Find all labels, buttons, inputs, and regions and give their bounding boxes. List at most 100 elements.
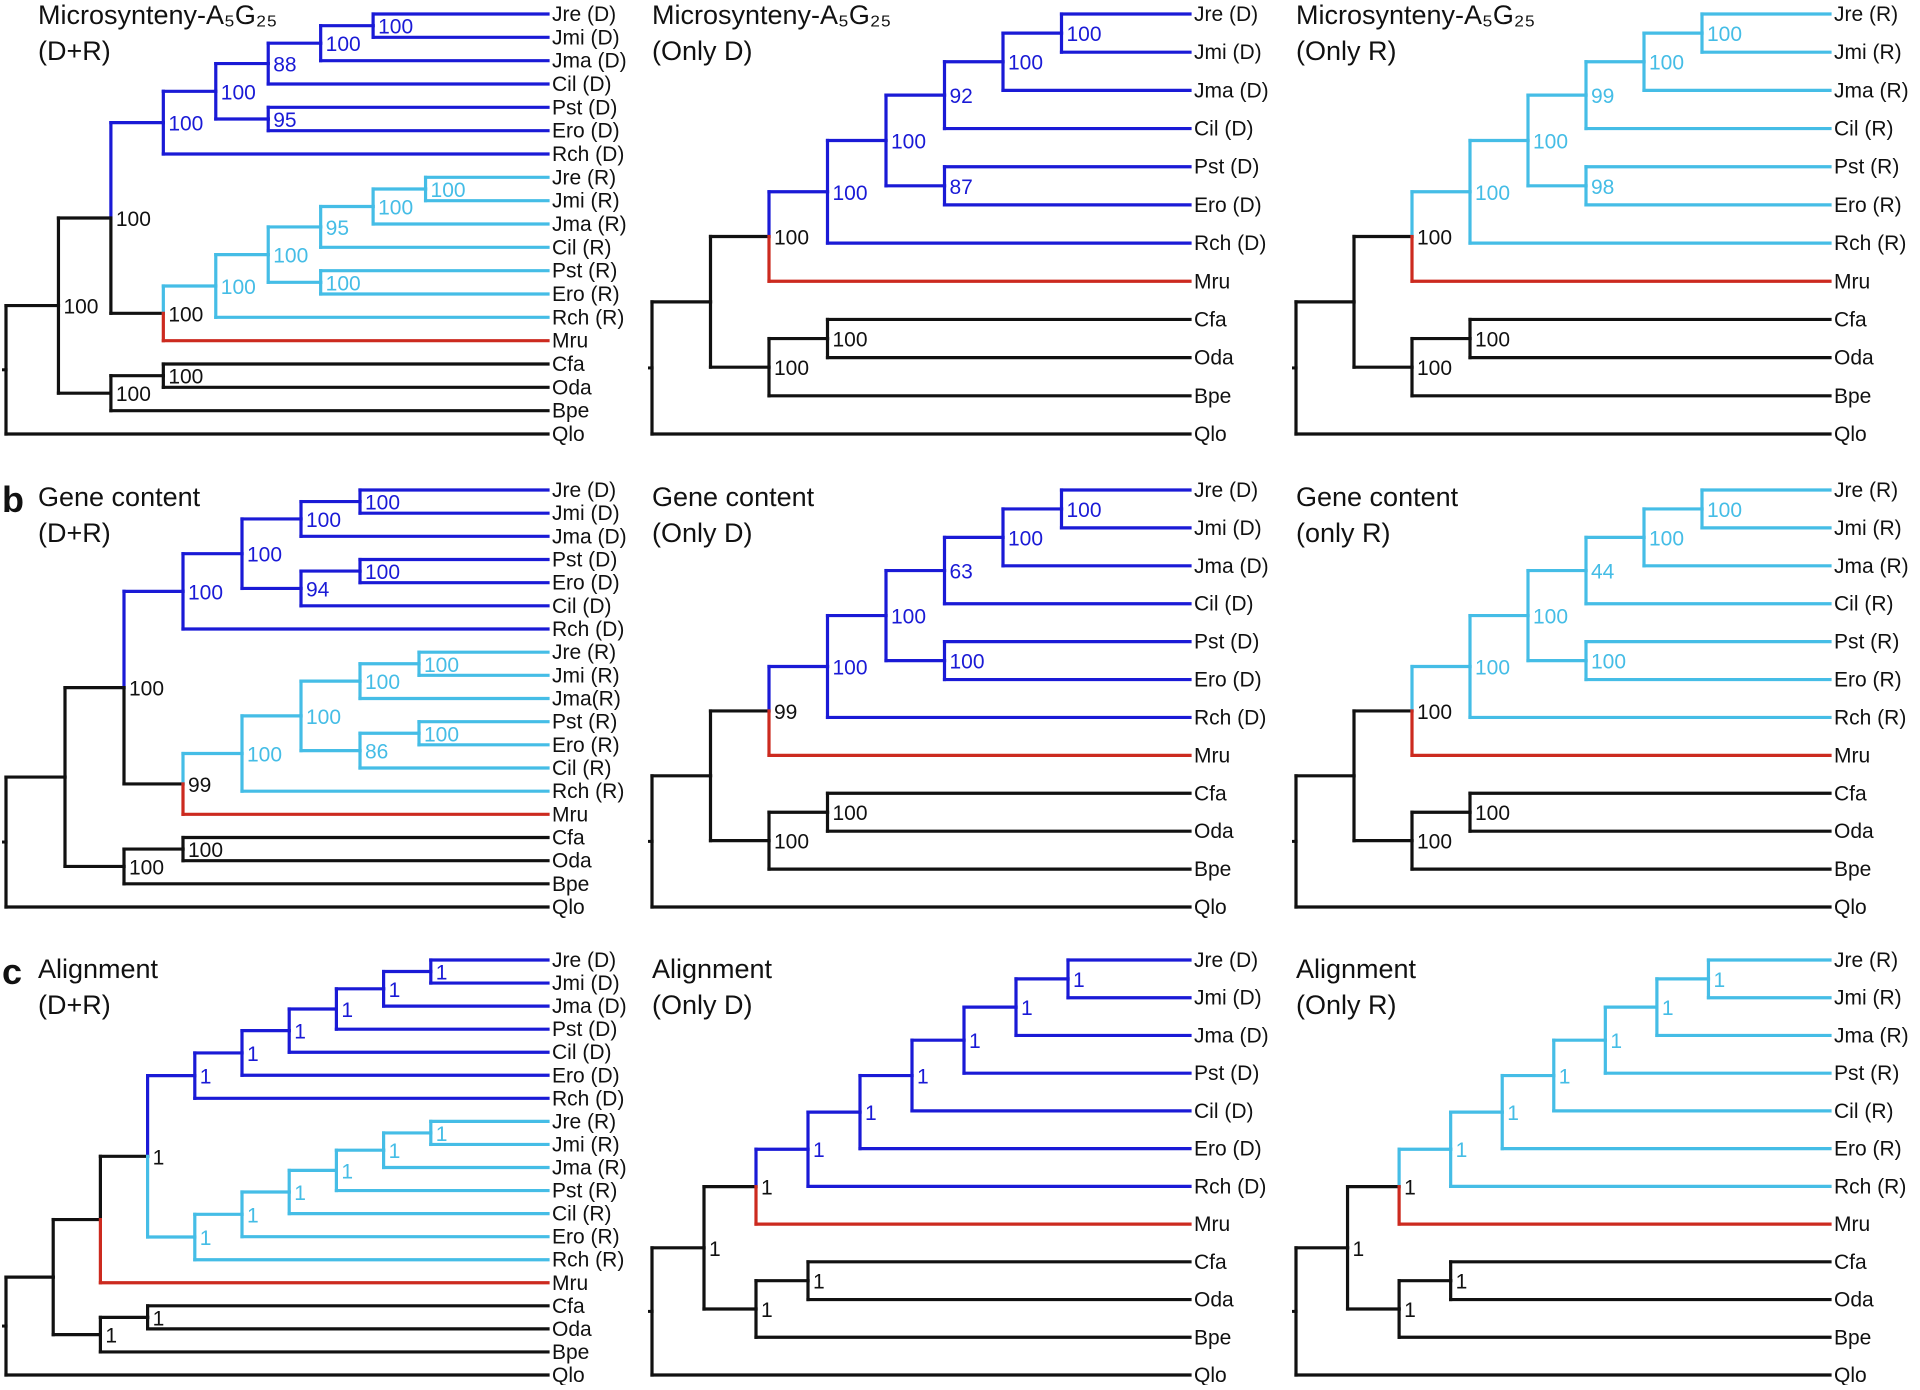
leaf-label: Cfa [552, 1295, 585, 1318]
support-value: 100 [63, 296, 98, 319]
leaf-label: Qlo [1194, 1364, 1227, 1385]
leaf-label: Mru [1834, 744, 1870, 767]
leaf-label: Jre (D) [1194, 3, 1258, 26]
panel-letter: b [2, 479, 24, 520]
support-value: 100 [168, 303, 203, 326]
leaf-label: Jmi (D) [552, 972, 620, 995]
leaf-label: Rch (R) [552, 1249, 624, 1272]
panel-title: Alignment [1296, 954, 1417, 984]
support-value: 100 [1008, 52, 1043, 75]
support-value: 1 [1610, 1030, 1622, 1053]
support-value: 1 [341, 999, 353, 1022]
support-value: 98 [1591, 176, 1614, 199]
panel-subtitle: (Only R) [1296, 990, 1397, 1020]
support-value: 100 [1533, 606, 1568, 629]
support-value: 94 [306, 578, 330, 601]
leaf-label: Cil (D) [552, 1041, 611, 1064]
panel-subtitle: (D+R) [38, 518, 111, 548]
leaf-label: Jmi (D) [1194, 517, 1262, 540]
support-value: 86 [365, 741, 388, 764]
support-value: 1 [436, 1123, 448, 1146]
leaf-label: Rch (D) [1194, 232, 1266, 255]
leaf-label: Ero (D) [1194, 194, 1262, 217]
leaf-label: Jmi (R) [1834, 517, 1902, 540]
leaf-label: Bpe [1194, 1326, 1231, 1349]
leaf-label: Jmi (R) [1834, 987, 1902, 1010]
support-value: 100 [833, 182, 868, 205]
leaf-label: Oda [1194, 1289, 1234, 1312]
support-value: 100 [116, 208, 151, 231]
support-value: 1 [1662, 997, 1674, 1020]
leaf-label: Cil (D) [1194, 1100, 1253, 1123]
leaf-label: Jmi (D) [1194, 987, 1262, 1010]
leaf-label: Bpe [1834, 385, 1871, 408]
support-value: 100 [1417, 357, 1452, 380]
leaf-label: Qlo [552, 423, 585, 446]
support-value: 1 [969, 1030, 981, 1053]
support-value: 100 [833, 329, 868, 352]
support-value: 100 [1475, 657, 1510, 680]
panel-subtitle: (Only D) [652, 36, 753, 66]
leaf-label: Mru [1194, 1213, 1230, 1236]
tree: Jre (D) Jmi (D) 100 Jma (D) 100 Cil (D) 92 Pst … [648, 3, 1269, 446]
leaf-label: Jmi (D) [552, 502, 620, 525]
support-value: 1 [1353, 1238, 1365, 1261]
leaf-label: Jmi (D) [552, 26, 620, 49]
leaf-label: Mru [552, 330, 588, 353]
support-value: 1 [761, 1299, 773, 1322]
leaf-label: Qlo [1194, 423, 1227, 446]
leaf-label: Jma (D) [552, 995, 627, 1018]
tree: Jre (D)Jmi (D) 100 Jma (D) 100 Pst (D)Ero (D… [2, 479, 627, 919]
support-value: 99 [774, 701, 797, 724]
leaf-label: Rch (R) [1834, 232, 1906, 255]
support-value: 100 [1475, 329, 1510, 352]
leaf-label: Jre (R) [552, 1110, 616, 1133]
support-value: 1 [1404, 1299, 1416, 1322]
support-value: 1 [294, 1182, 306, 1205]
leaf-label: Jma (R) [552, 213, 627, 236]
leaf-label: Qlo [1194, 896, 1227, 919]
tree: Jre (R) Jmi (R) 100 Jma (R) 100 Cil (R) 44 Pst … [1292, 479, 1909, 919]
leaf-label: Jre (R) [1834, 949, 1898, 972]
leaf-label: Jma (D) [1194, 555, 1269, 578]
leaf-label: Bpe [1834, 1326, 1871, 1349]
support-value: 100 [1707, 499, 1742, 522]
support-value: 1 [389, 979, 401, 1002]
panel-subtitle: (D+R) [38, 990, 111, 1020]
support-value: 100 [129, 856, 164, 879]
leaf-label: Cil (R) [1834, 1100, 1893, 1123]
leaf-label: Jmi (R) [552, 190, 620, 213]
leaf-label: Bpe [1194, 385, 1231, 408]
leaf-label: Cfa [1194, 308, 1227, 331]
support-value: 1 [917, 1066, 929, 1089]
panel-letter: c [2, 951, 22, 992]
leaf-label: Oda [552, 850, 592, 873]
leaf-label: Oda [1194, 820, 1234, 843]
support-value: 1 [389, 1140, 401, 1163]
leaf-label: Ero (D) [552, 572, 620, 595]
leaf-label: Rch (D) [552, 618, 624, 641]
leaf-label: Qlo [552, 1364, 585, 1385]
support-value: 1 [294, 1021, 306, 1044]
leaf-label: Pst (D) [552, 96, 617, 119]
support-value: 100 [833, 657, 868, 680]
leaf-label: Cil (D) [1194, 118, 1253, 141]
panel-subtitle: (D+R) [38, 36, 111, 66]
leaf-label: Oda [552, 376, 592, 399]
leaf-label: Oda [1834, 1289, 1874, 1312]
support-value: 100 [365, 561, 400, 584]
support-value: 1 [1073, 969, 1085, 992]
panel-title: Alignment [652, 954, 773, 984]
leaf-label: Ero (D) [552, 1064, 620, 1087]
leaf-label: Jma (D) [552, 50, 627, 73]
leaf-label: Jre (R) [552, 166, 616, 189]
support-value: 100 [1591, 651, 1626, 674]
leaf-label: Ero (R) [552, 283, 620, 306]
leaf-label: Oda [1834, 347, 1874, 370]
leaf-label: Cil (R) [1834, 118, 1893, 141]
panel-title: Gene content [652, 482, 815, 512]
leaf-label: Pst (R) [1834, 631, 1899, 654]
leaf-label: Rch (D) [552, 143, 624, 166]
